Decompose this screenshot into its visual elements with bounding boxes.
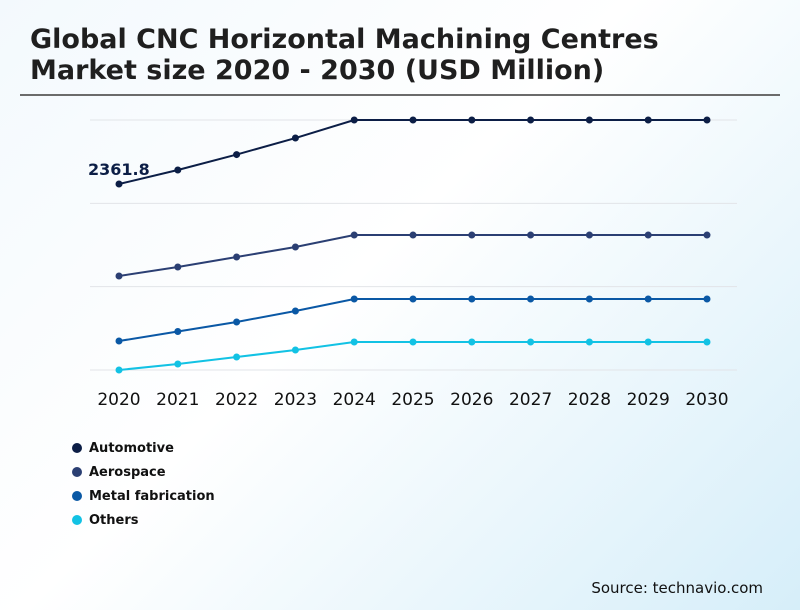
legend-label: Metal fabrication bbox=[89, 488, 215, 504]
x-tick-label: 2028 bbox=[568, 390, 611, 410]
data-point bbox=[350, 338, 358, 346]
data-label: 2361.8 bbox=[88, 160, 150, 179]
x-tick-label: 2024 bbox=[333, 390, 376, 410]
data-point bbox=[703, 338, 711, 346]
data-point bbox=[468, 295, 476, 303]
data-point bbox=[291, 307, 299, 315]
x-tick-label: 2025 bbox=[391, 390, 434, 410]
legend-marker-icon bbox=[72, 467, 82, 477]
data-point bbox=[644, 231, 652, 239]
line-chart: 2020 2021 2022 2023 2024 2025 2026 2027 2028 2029… bbox=[88, 116, 737, 410]
data-point bbox=[233, 318, 241, 326]
data-point bbox=[644, 295, 652, 303]
title-line-2: Market size 2020 - 2030 (USD Million) bbox=[30, 55, 605, 86]
data-point bbox=[644, 116, 652, 124]
data-point bbox=[527, 295, 535, 303]
data-point bbox=[174, 166, 182, 174]
data-point bbox=[409, 338, 417, 346]
x-tick-label: 2030 bbox=[685, 390, 728, 410]
data-point bbox=[350, 116, 358, 124]
legend-label: Aerospace bbox=[89, 464, 166, 480]
data-point bbox=[291, 346, 299, 354]
x-tick-label: 2021 bbox=[156, 390, 199, 410]
x-tick-label: 2029 bbox=[627, 390, 670, 410]
title-divider bbox=[20, 94, 780, 96]
data-point bbox=[291, 243, 299, 251]
x-tick-label: 2020 bbox=[97, 390, 140, 410]
legend-marker-icon bbox=[72, 491, 82, 501]
x-tick-label: 2023 bbox=[274, 390, 317, 410]
data-point bbox=[468, 231, 476, 239]
data-point bbox=[703, 295, 711, 303]
data-point bbox=[468, 338, 476, 346]
data-point bbox=[527, 231, 535, 239]
data-point bbox=[468, 116, 476, 124]
legend-label: Automotive bbox=[89, 440, 174, 456]
source-text: Source: technavio.com bbox=[591, 579, 763, 597]
series-line-others bbox=[118, 340, 707, 371]
data-point bbox=[115, 272, 123, 280]
legend-marker-icon bbox=[72, 515, 82, 525]
data-point bbox=[585, 231, 593, 239]
data-point bbox=[409, 116, 417, 124]
data-point bbox=[174, 360, 182, 368]
data-point bbox=[174, 327, 182, 335]
series-line-automotive bbox=[118, 119, 707, 186]
legend-label: Others bbox=[89, 512, 139, 528]
data-point bbox=[233, 151, 241, 159]
data-point bbox=[174, 263, 182, 271]
data-point bbox=[233, 253, 241, 261]
legend-item: Aerospace bbox=[72, 460, 215, 484]
title-line-1: Global CNC Horizontal Machining Centres bbox=[30, 24, 659, 55]
legend: Automotive Aerospace Metal fabrication Othe… bbox=[72, 436, 215, 532]
series-line-aerospace bbox=[118, 234, 707, 277]
chart-title: Global CNC Horizontal Machining Centres M… bbox=[30, 24, 659, 86]
data-point bbox=[291, 134, 299, 142]
legend-item: Others bbox=[72, 508, 215, 532]
legend-item: Metal fabrication bbox=[72, 484, 215, 508]
data-point bbox=[233, 353, 241, 361]
data-point bbox=[527, 116, 535, 124]
data-point bbox=[115, 366, 123, 374]
legend-item: Automotive bbox=[72, 436, 215, 460]
data-point bbox=[703, 116, 711, 124]
data-point bbox=[350, 295, 358, 303]
data-point bbox=[527, 338, 535, 346]
data-point bbox=[350, 231, 358, 239]
series-line-metal-fabrication bbox=[118, 297, 707, 343]
x-tick-label: 2022 bbox=[215, 390, 258, 410]
data-point bbox=[409, 295, 417, 303]
data-point bbox=[585, 116, 593, 124]
legend-marker-icon bbox=[72, 443, 82, 453]
x-tick-label: 2027 bbox=[509, 390, 552, 410]
data-point bbox=[115, 337, 123, 345]
data-point bbox=[644, 338, 652, 346]
data-point bbox=[703, 231, 711, 239]
x-tick-label: 2026 bbox=[450, 390, 493, 410]
data-point bbox=[409, 231, 417, 239]
data-point bbox=[585, 295, 593, 303]
data-point bbox=[585, 338, 593, 346]
data-point bbox=[115, 180, 123, 188]
